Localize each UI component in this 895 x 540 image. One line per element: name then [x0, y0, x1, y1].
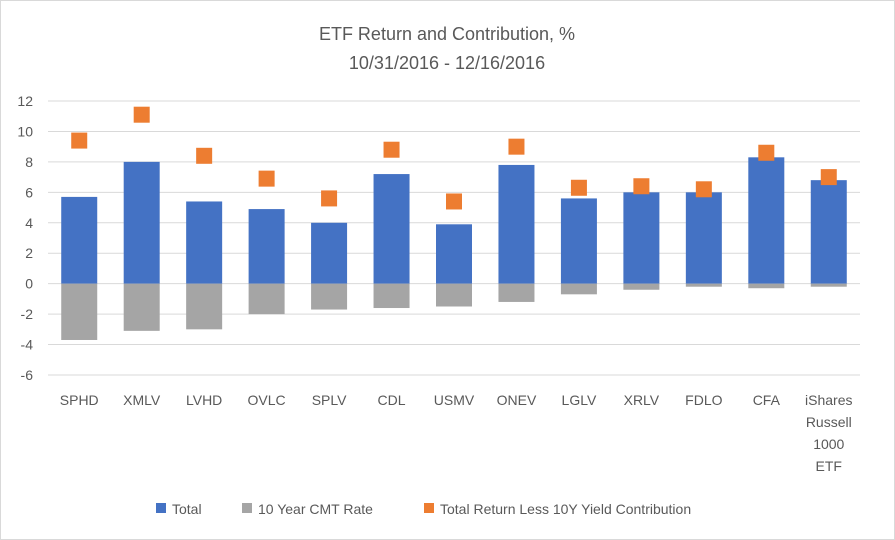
y-tick-label: 0: [25, 276, 33, 292]
y-tick-label: -4: [21, 337, 34, 353]
legend-swatch: [156, 503, 166, 513]
x-tick-label: XMLV: [123, 392, 161, 408]
marker-return-less-yield: [446, 193, 462, 210]
x-tick-label: LGLV: [562, 392, 597, 408]
marker-return-less-yield: [321, 190, 338, 207]
bar-total: [61, 196, 98, 284]
bar-cmt-rate: [623, 283, 660, 290]
x-tick-label: CDL: [378, 392, 406, 408]
chart-subtitle: 10/31/2016 - 12/16/2016: [349, 53, 545, 73]
marker-return-less-yield: [570, 179, 587, 196]
legend-swatch: [242, 503, 252, 513]
bar-total: [623, 192, 660, 284]
marker-return-less-yield: [258, 170, 275, 187]
x-tick-label: FDLO: [685, 392, 722, 408]
y-tick-label: 8: [25, 154, 33, 170]
gridlines: [48, 100, 860, 376]
marker-return-less-yield: [508, 138, 525, 155]
y-tick-label: 2: [25, 245, 33, 261]
bar-cmt-rate: [498, 283, 535, 302]
bar-total: [186, 201, 223, 284]
bar-total: [810, 180, 847, 284]
x-tick-label: SPLV: [312, 392, 347, 408]
x-tick-label: CFA: [753, 392, 781, 408]
bar-cmt-rate: [810, 283, 847, 287]
x-tick-label: OVLC: [248, 392, 286, 408]
legend-label: 10 Year CMT Rate: [258, 501, 373, 517]
legend-label: Total Return Less 10Y Yield Contribution: [440, 501, 691, 517]
y-tick-label: 6: [25, 184, 33, 200]
bar-total: [311, 222, 348, 284]
y-tick-label: 4: [25, 215, 33, 231]
marker-return-less-yield: [758, 144, 775, 161]
bar-total: [248, 209, 285, 284]
x-axis-labels: SPHD XMLV LVHD OVLC SPLV CDL USMV ONEV LGLV XRLV F…: [60, 392, 853, 474]
markers: [71, 106, 837, 210]
bars: [61, 157, 847, 340]
marker-return-less-yield: [695, 181, 712, 198]
bar-total: [560, 198, 597, 284]
marker-return-less-yield: [383, 141, 400, 158]
y-axis-ticks: -6 -4 -2 0 2 4 6 8 10 12: [17, 93, 33, 383]
y-tick-label: 10: [17, 123, 33, 139]
marker-return-less-yield: [196, 147, 213, 164]
y-tick-label: -2: [21, 306, 34, 322]
legend-swatch: [424, 503, 434, 513]
bar-cmt-rate: [748, 283, 785, 289]
bar-total: [748, 157, 785, 284]
bar-total: [685, 192, 722, 284]
y-tick-label: 12: [17, 93, 33, 109]
marker-return-less-yield: [133, 106, 150, 123]
x-tick-label: iShares Russell 1000 ETF: [805, 392, 852, 474]
bar-cmt-rate: [373, 283, 410, 309]
bar-cmt-rate: [248, 283, 285, 315]
y-tick-label: -6: [21, 367, 34, 383]
chart-title: ETF Return and Contribution, %: [319, 24, 575, 44]
bar-cmt-rate: [685, 283, 722, 287]
bar-cmt-rate: [311, 283, 348, 310]
bar-total: [123, 161, 160, 284]
bar-cmt-rate: [436, 283, 472, 307]
bar-cmt-rate: [186, 283, 223, 330]
x-tick-label: ONEV: [497, 392, 537, 408]
legend: Total 10 Year CMT Rate Total Return Less 1…: [156, 501, 691, 517]
marker-return-less-yield: [71, 132, 88, 149]
x-tick-label: USMV: [434, 392, 475, 408]
bar-cmt-rate: [123, 283, 160, 331]
x-tick-label: SPHD: [60, 392, 99, 408]
legend-label: Total: [172, 501, 202, 517]
x-tick-label: XRLV: [624, 392, 660, 408]
bar-total: [373, 174, 410, 284]
bar-cmt-rate: [560, 283, 597, 295]
marker-return-less-yield: [633, 178, 650, 195]
marker-return-less-yield: [820, 169, 837, 186]
bar-cmt-rate: [61, 283, 98, 340]
bar-total: [498, 164, 535, 284]
x-tick-label: LVHD: [186, 392, 222, 408]
bar-total: [436, 224, 472, 284]
